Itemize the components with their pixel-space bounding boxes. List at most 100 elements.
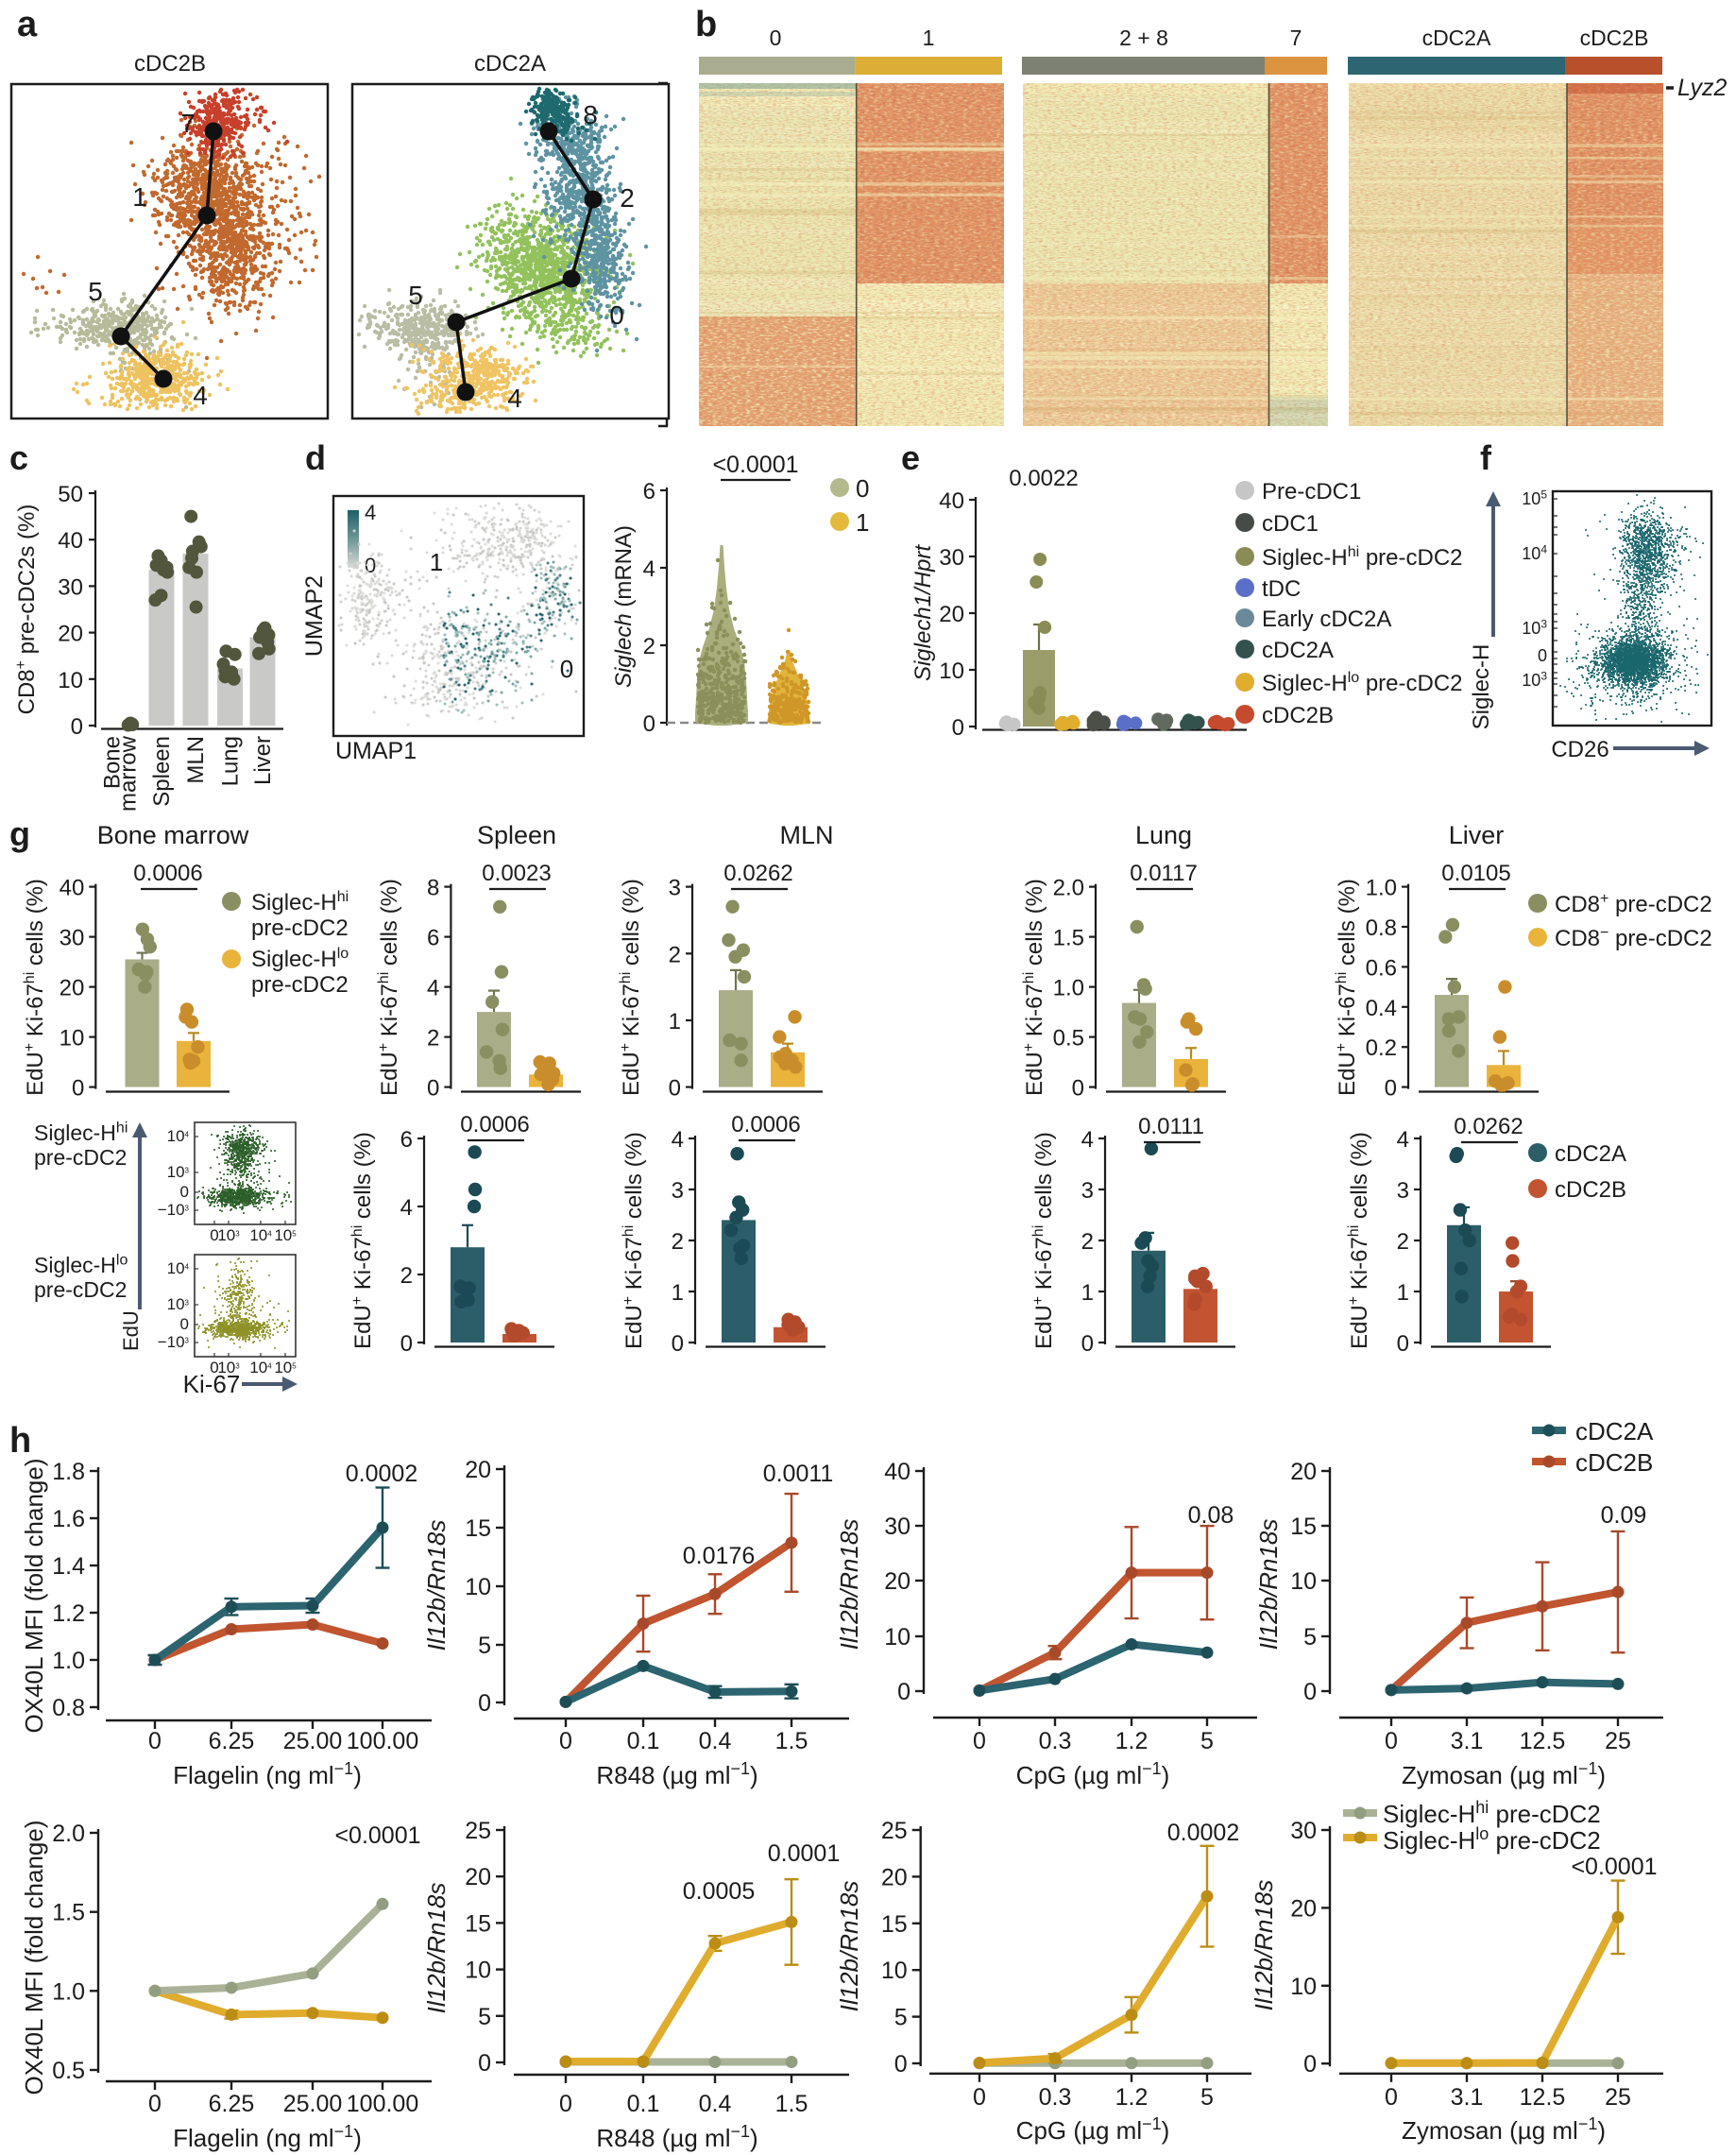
svg-text:0.5: 0.5 <box>52 2058 85 2084</box>
svg-text:10: 10 <box>881 1958 908 1984</box>
svg-text:1.0: 1.0 <box>1053 976 1084 1001</box>
svg-text:0: 0 <box>952 715 964 741</box>
svg-text:6.25: 6.25 <box>209 2091 255 2117</box>
svg-text:Zymosan (µg ml−1​): Zymosan (µg ml−1​) <box>1402 2114 1606 2145</box>
svg-text:103​: 103​ <box>217 1359 240 1377</box>
svg-text:EdU+​ Ki-67hi​ cells (%): EdU+​ Ki-67hi​ cells (%) <box>621 1132 647 1349</box>
svg-text:103​: 103​ <box>217 1226 240 1244</box>
svg-text:0.08: 0.08 <box>1188 1502 1234 1529</box>
svg-text:0.09: 0.09 <box>1601 1502 1647 1529</box>
svg-text:0: 0 <box>560 655 573 683</box>
svg-text:5: 5 <box>1200 2084 1214 2111</box>
svg-text:0.0117: 0.0117 <box>1130 861 1198 886</box>
svg-text:0: 0 <box>180 1183 189 1201</box>
svg-text:8: 8 <box>583 100 598 129</box>
svg-text:30: 30 <box>939 545 964 571</box>
svg-text:cDC2A: cDC2A <box>1262 638 1334 663</box>
svg-text:4: 4 <box>643 556 655 582</box>
svg-text:0: 0 <box>672 1331 684 1357</box>
svg-text:2.0: 2.0 <box>1053 876 1084 901</box>
svg-text:0.0002: 0.0002 <box>346 1461 417 1487</box>
svg-text:Il12b/Rn18s: Il12b/Rn18s <box>422 1520 451 1651</box>
svg-text:4: 4 <box>1397 1127 1409 1153</box>
svg-text:1: 1 <box>132 182 147 212</box>
svg-text:EdU+​ Ki-67hi​ cells (%): EdU+​ Ki-67hi​ cells (%) <box>376 879 402 1096</box>
svg-text:20: 20 <box>465 1457 491 1483</box>
svg-text:100.00: 100.00 <box>347 2091 418 2117</box>
svg-text:EdU+​ Ki-67hi​ cells (%): EdU+​ Ki-67hi​ cells (%) <box>1021 879 1047 1096</box>
svg-text:5: 5 <box>88 277 103 306</box>
svg-text:5: 5 <box>478 2004 491 2030</box>
svg-text:104​: 104​ <box>167 1127 190 1145</box>
svg-text:0: 0 <box>1072 1076 1084 1102</box>
svg-text:−103​: −103​ <box>158 1333 190 1351</box>
svg-text:cDC2A: cDC2A <box>474 51 546 77</box>
svg-text:0.0011: 0.0011 <box>763 1461 834 1487</box>
svg-text:Siglech1/Hprt: Siglech1/Hprt <box>911 544 936 681</box>
svg-text:0: 0 <box>148 1728 162 1754</box>
svg-text:0.0022: 0.0022 <box>1009 466 1078 491</box>
svg-text:10: 10 <box>884 1624 911 1650</box>
svg-text:0: 0 <box>71 714 83 740</box>
svg-text:0: 0 <box>609 300 624 330</box>
svg-text:cDC2B: cDC2B <box>134 51 206 77</box>
svg-text:0: 0 <box>210 1359 218 1377</box>
svg-text:Siglec-Hhi​: Siglec-Hhi​ <box>251 889 349 915</box>
svg-text:20: 20 <box>465 1864 491 1890</box>
svg-text:103​: 103​ <box>1522 618 1547 638</box>
svg-text:0: 0 <box>1303 1679 1317 1705</box>
svg-text:1.4: 1.4 <box>52 1553 85 1580</box>
svg-text:EdU+​ Ki-67hi​ cells (%): EdU+​ Ki-67hi​ cells (%) <box>349 1132 376 1349</box>
svg-text:tDC: tDC <box>1262 576 1301 602</box>
svg-text:g: g <box>9 814 30 853</box>
svg-text:20: 20 <box>884 1568 911 1595</box>
svg-text:103​: 103​ <box>167 1295 190 1313</box>
svg-text:<0.0001: <0.0001 <box>712 452 798 478</box>
svg-text:104​: 104​ <box>167 1259 190 1277</box>
svg-text:12.5: 12.5 <box>1520 2084 1566 2111</box>
svg-text:0: 0 <box>478 1690 491 1717</box>
svg-text:8: 8 <box>427 876 439 901</box>
svg-text:0.0005: 0.0005 <box>683 1878 755 1905</box>
svg-text:40: 40 <box>58 528 83 554</box>
svg-text:Il12b/Rn18s: Il12b/Rn18s <box>422 1883 451 2014</box>
svg-text:Il12b/Rn18s: Il12b/Rn18s <box>835 1881 863 2012</box>
svg-text:0.1: 0.1 <box>627 1728 660 1754</box>
svg-text:0: 0 <box>770 26 782 50</box>
svg-text:2.0: 2.0 <box>52 1821 85 1847</box>
svg-text:4: 4 <box>427 976 439 1001</box>
svg-text:EdU+​ Ki-67hi​ cells (%): EdU+​ Ki-67hi​ cells (%) <box>1334 879 1360 1096</box>
svg-text:10: 10 <box>465 1574 491 1600</box>
svg-text:4: 4 <box>365 501 376 524</box>
svg-text:0.2: 0.2 <box>1366 1035 1397 1061</box>
svg-text:Lyz2: Lyz2 <box>1677 75 1727 101</box>
svg-text:0.0023: 0.0023 <box>482 861 551 886</box>
svg-text:0: 0 <box>643 711 655 737</box>
svg-text:0: 0 <box>1385 2084 1398 2111</box>
svg-text:0.0111: 0.0111 <box>1138 1114 1204 1139</box>
svg-text:0.3: 0.3 <box>1039 2084 1072 2111</box>
svg-text:0: 0 <box>669 1076 681 1102</box>
svg-text:1.5: 1.5 <box>775 2091 808 2117</box>
svg-text:0.0176: 0.0176 <box>683 1543 755 1569</box>
svg-text:0.0001: 0.0001 <box>768 1840 840 1867</box>
svg-text:5: 5 <box>894 2005 908 2031</box>
svg-text:0.1: 0.1 <box>627 2091 660 2117</box>
svg-text:Siglec-Hhi​ pre-cDC2: Siglec-Hhi​ pre-cDC2 <box>1262 544 1463 571</box>
svg-text:h: h <box>9 1421 31 1461</box>
svg-text:0: 0 <box>1081 1331 1094 1357</box>
svg-text:1.5: 1.5 <box>1053 926 1084 951</box>
svg-text:104​: 104​ <box>1522 543 1547 563</box>
svg-text:0: 0 <box>1385 1728 1398 1754</box>
svg-text:105​: 105​ <box>274 1359 297 1377</box>
svg-text:Ki-67: Ki-67 <box>183 1370 241 1398</box>
svg-text:3.1: 3.1 <box>1451 2084 1484 2111</box>
svg-text:30: 30 <box>60 926 85 951</box>
svg-text:Early cDC2A: Early cDC2A <box>1262 607 1391 632</box>
svg-text:25: 25 <box>1605 1728 1631 1754</box>
svg-text:2: 2 <box>643 634 655 659</box>
svg-text:Bone marrow: Bone marrow <box>97 821 249 849</box>
svg-text:0.0002: 0.0002 <box>1167 1820 1239 1846</box>
svg-text:0.0006: 0.0006 <box>460 1112 529 1137</box>
svg-text:1: 1 <box>672 1280 684 1306</box>
